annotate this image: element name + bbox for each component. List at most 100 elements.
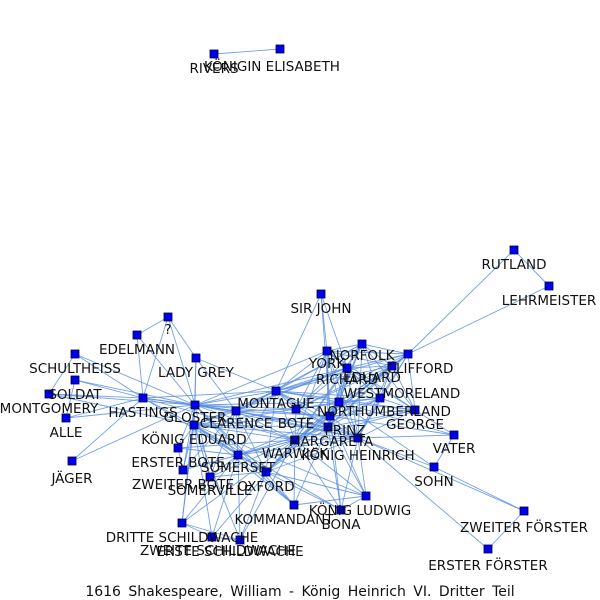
- edge-zweite-schildwache-erste-schildwache: [211, 536, 241, 541]
- edge-gloster-richard: [194, 367, 348, 406]
- node-erster-foerster: [483, 544, 493, 554]
- edge-westmoreland-george: [379, 397, 416, 411]
- edge-rutland-clifford: [407, 249, 515, 355]
- node-label-montague: MONTAGUE: [237, 396, 314, 412]
- node-label-lehrmeister: LEHRMEISTER: [502, 293, 596, 309]
- edge-bote-koenig-eduard: [193, 408, 297, 426]
- node-westmoreland: [375, 393, 385, 403]
- node-label-clarence: CLARENCE: [200, 416, 272, 432]
- node-sohn: [429, 462, 439, 472]
- node-schultheiss: [70, 349, 80, 359]
- edge-somerset-erste-schildwache: [237, 454, 241, 541]
- edge-warwick-zweite-schildwache: [211, 439, 296, 538]
- edge-richard-eduard: [346, 365, 393, 369]
- node-label-rivers: RIVERS: [189, 61, 238, 77]
- edge-warwick-northumberland: [294, 401, 340, 441]
- node-label-york: YORK: [308, 356, 347, 372]
- edge-george-york: [326, 350, 416, 411]
- edge-george-clifford: [407, 353, 416, 411]
- edge-koenig-ludwig-kommandant: [293, 495, 367, 506]
- edge-oxford-bona: [265, 471, 342, 511]
- node-label-dritte-schildwache: DRITTE SCHILDWACHE: [106, 530, 259, 546]
- edge-somerset-zweite-schildwache: [211, 454, 239, 538]
- edge-clarence-bote: [235, 408, 297, 412]
- edge-prinz-george: [329, 409, 416, 417]
- node-label-vater: VATER: [433, 441, 476, 457]
- node-label-lady-grey: LADY GREY: [158, 365, 235, 381]
- node-prinz: [325, 411, 335, 421]
- node-label-koenig-eduard: KÖNIG EDUARD: [141, 430, 246, 448]
- edge-george-richard: [346, 367, 416, 411]
- edge-koenig-heinrich-westmoreland: [357, 397, 381, 439]
- edge-montgomery-koenig-eduard: [48, 393, 195, 426]
- edge-somerset-dritte-schildwache: [181, 454, 239, 524]
- edge-koenig-heinrich-eduard: [357, 365, 393, 439]
- edge-kommandant-margareta: [293, 426, 329, 506]
- node-label-somerset: SOMERSET: [201, 460, 276, 476]
- node-york: [322, 346, 332, 356]
- edge-rutland-lehrmeister: [513, 249, 550, 287]
- node-label-jaeger: JÄGER: [50, 469, 92, 487]
- edge-prinz-richard: [329, 367, 348, 417]
- edge-bote-richard: [295, 367, 348, 410]
- node-koenigin-elisabeth: [275, 44, 285, 54]
- edge-schultheiss-hastings: [74, 353, 144, 399]
- edge-bote-warwick: [294, 408, 297, 441]
- node-label-margareta: MARGARETA: [289, 434, 374, 450]
- edge-montague-somerset: [237, 390, 277, 456]
- edge-margareta-koenig-heinrich: [327, 426, 359, 439]
- node-label-prinz: PRINZ: [325, 423, 366, 439]
- edge-montague-koenig-heinrich: [275, 390, 359, 439]
- node-bote: [291, 404, 301, 414]
- node-koenig-eduard: [189, 420, 199, 430]
- edge-george-eduard: [391, 365, 416, 411]
- node-sir-john: [316, 289, 326, 299]
- edge-warwick-dritte-schildwache: [181, 439, 296, 524]
- edge-dritte-schildwache-erste-schildwache: [181, 522, 241, 541]
- edge-schultheiss-montgomery: [48, 353, 76, 395]
- node-label-zweite-schildwache: ZWEITE SCHILDWACHE: [140, 543, 296, 559]
- node-label-northumberland: NORTHUMBERLAND: [317, 404, 451, 420]
- edge-clarence-zweiter-bote: [182, 410, 237, 471]
- edge-bote-margareta: [295, 408, 329, 428]
- edge-gloster-warwick: [194, 404, 296, 441]
- edge-northumberland-richard: [338, 367, 348, 403]
- edge-vater-george: [414, 409, 455, 436]
- edge-northumberland-york: [326, 350, 340, 403]
- edge-alle-gloster: [65, 404, 196, 419]
- node-george: [410, 405, 420, 415]
- edge-alle-hastings: [65, 397, 144, 419]
- edge-york-eduard: [326, 350, 393, 367]
- node-richard: [342, 363, 352, 373]
- node-northumberland: [334, 397, 344, 407]
- node-koenig-heinrich: [353, 433, 363, 443]
- node-erster-bote: [173, 443, 183, 453]
- edge-oxford-koenig-ludwig: [265, 471, 367, 497]
- edge-somerset-oxford: [237, 454, 267, 473]
- edge-bote-york: [295, 350, 328, 410]
- node-oxford: [261, 467, 271, 477]
- edge-koenig-ludwig-prinz: [329, 415, 367, 497]
- node-label-george: GEORGE: [386, 417, 444, 433]
- edge-hastings-koenig-eduard: [142, 397, 195, 426]
- edge-somerset-koenig-heinrich: [237, 437, 359, 456]
- edge-koenig-heinrich-george: [357, 409, 416, 439]
- edge-westmoreland-eduard: [379, 365, 393, 399]
- node-koenig-ludwig: [361, 491, 371, 501]
- node-montgomery: [44, 389, 54, 399]
- edge-montague-george: [275, 390, 416, 411]
- node-label-zweiter-bote: ZWEITER BOTE: [132, 477, 234, 493]
- edge-warwick-koenig-heinrich: [294, 437, 359, 441]
- edge-george-norfolk: [361, 343, 416, 411]
- edge-northumberland-george: [338, 401, 416, 411]
- node-label-bote: BOTE: [278, 416, 314, 432]
- edge-koenig-heinrich-norfolk: [357, 343, 363, 439]
- node-zweite-schildwache: [207, 532, 217, 542]
- node-rutland: [509, 245, 519, 255]
- edge-gloster-york: [194, 350, 328, 406]
- edge-margareta-koenig-ludwig: [327, 426, 367, 497]
- edge-clarence-prinz: [235, 410, 331, 417]
- edge-richard-clifford: [346, 353, 409, 369]
- edge-zweiter-foerster-sohn: [433, 466, 525, 512]
- node-label-koenig-heinrich: KÖNIG HEINRICH: [301, 446, 414, 464]
